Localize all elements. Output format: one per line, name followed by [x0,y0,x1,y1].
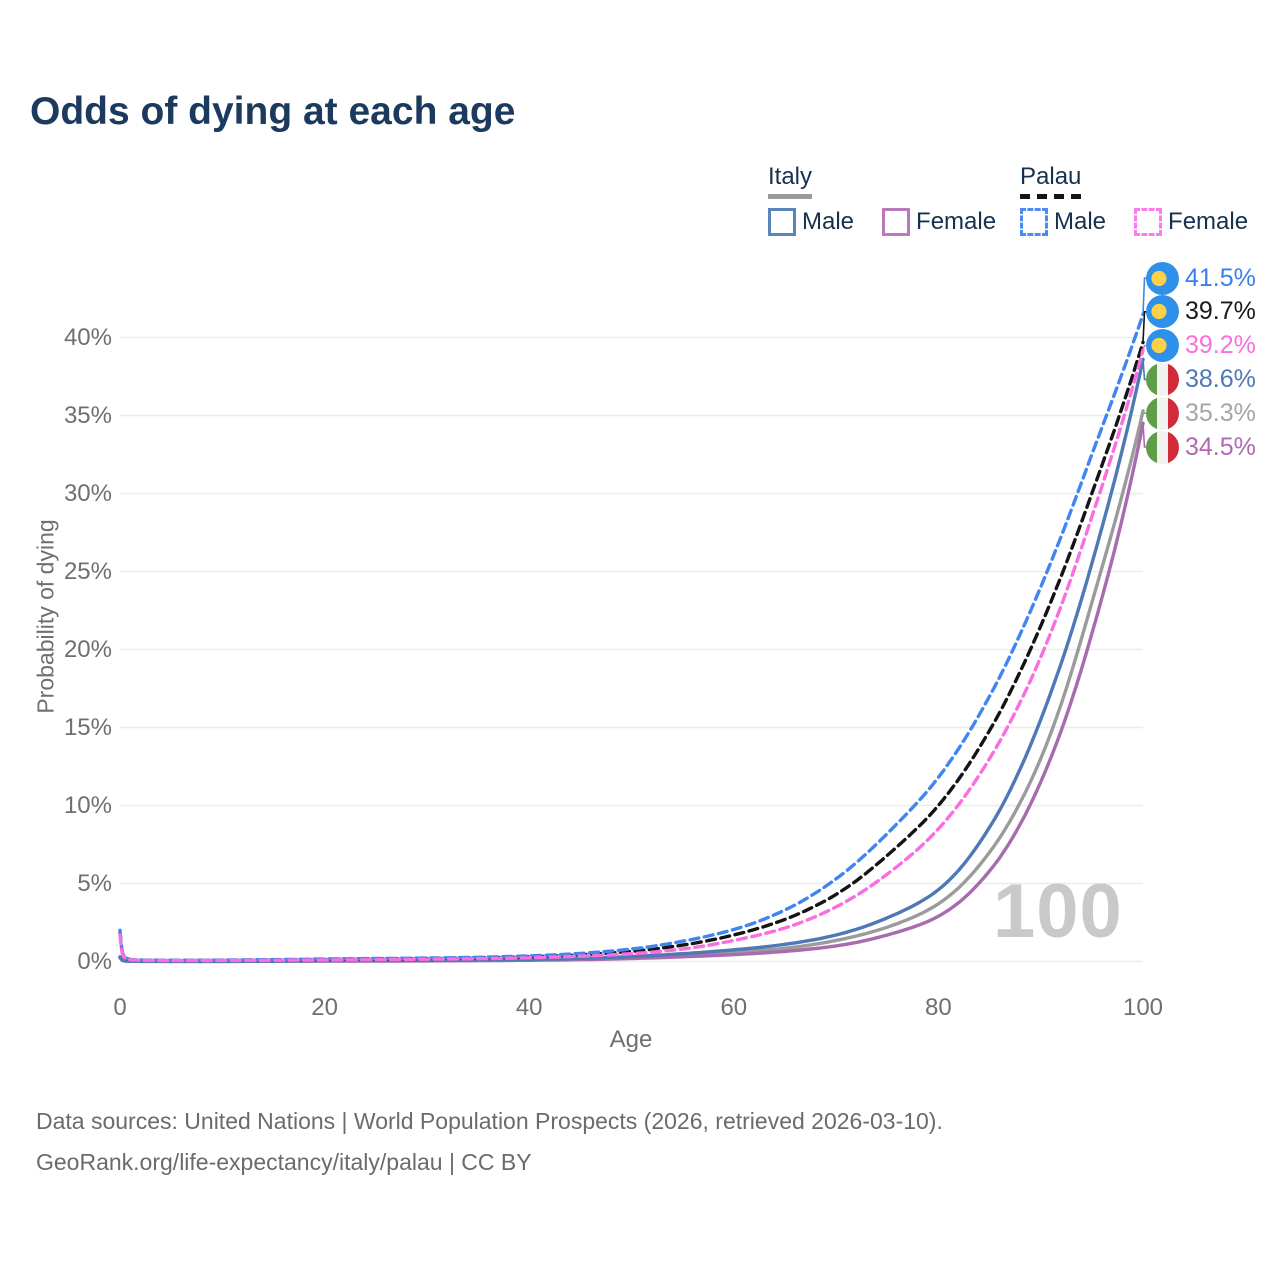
x-tick-label: 0 [113,994,127,1021]
legend-swatch-italy-female[interactable] [882,208,911,236]
palau-flag-icon [1146,295,1179,329]
y-tick-label: 35% [63,401,112,429]
y-tick-label: 10% [63,791,112,819]
legend-group-italy: Italy Male Female [768,163,1018,236]
y-tick-label: 40% [63,323,112,351]
end-label-italy-male: 38.6% [1146,362,1256,396]
footer-attribution[interactable]: GeoRank.org/life-expectancy/italy/palau … [36,1149,532,1175]
legend-swatch-italy-male[interactable] [768,208,796,236]
end-label-palau-total: 39.7% [1146,295,1256,329]
legend-group-title: Palau [1020,163,1082,199]
page-title: Odds of dying at each age [30,90,516,133]
y-tick-label: 25% [63,557,112,585]
italy-flag-icon [1146,396,1179,430]
series-line-palau-male[interactable] [118,312,1145,962]
end-label-palau-female: 39.2% [1146,329,1256,363]
legend-swatch-palau-female[interactable] [1134,208,1163,236]
end-label-value: 34.5% [1185,432,1256,461]
y-tick-label: 0% [77,947,112,975]
end-label-italy-total: 35.3% [1146,396,1256,430]
y-tick-label: 30% [63,479,112,507]
italy-flag-icon [1146,430,1179,464]
end-label-value: 41.5% [1185,263,1256,292]
legend-item-label[interactable]: Male [802,208,855,235]
legend-group-palau: Palau Male Female [1020,163,1270,236]
legend-group-title: Italy [768,163,813,199]
palau-flag-icon [1146,261,1179,295]
end-label-palau-male: 41.5% [1146,261,1256,295]
y-tick-label: 20% [63,635,112,663]
x-tick-label: 40 [515,994,543,1021]
y-tick-label: 15% [63,713,112,741]
legend-swatch-palau-male[interactable] [1020,208,1048,236]
series-line-palau-total[interactable] [118,340,1145,963]
end-label-value: 39.2% [1185,331,1256,360]
x-tick-label: 20 [311,994,338,1021]
series-line-palau-female[interactable] [118,348,1145,963]
x-tick-label: 100 [1122,994,1164,1021]
end-label-value: 39.7% [1185,297,1256,326]
y-tick-label: 5% [77,869,112,897]
x-tick-label: 60 [720,994,748,1021]
watermark-age-label: 100 [993,869,1123,954]
footer-data-sources: Data sources: United Nations | World Pop… [36,1108,943,1134]
end-label-value: 35.3% [1185,398,1256,427]
legend-item-label[interactable]: Female [916,208,997,235]
legend-item-label[interactable]: Female [1168,208,1249,235]
italy-flag-icon [1146,362,1179,396]
end-label-value: 38.6% [1185,364,1256,393]
series-line-italy-female[interactable] [118,421,1145,964]
palau-flag-icon [1146,329,1179,363]
end-label-italy-female: 34.5% [1146,430,1256,464]
x-axis-title: Age [609,1026,653,1053]
legend-item-label[interactable]: Male [1054,208,1107,235]
x-tick-label: 80 [925,994,952,1021]
y-axis-title: Probability of dying [32,519,59,714]
